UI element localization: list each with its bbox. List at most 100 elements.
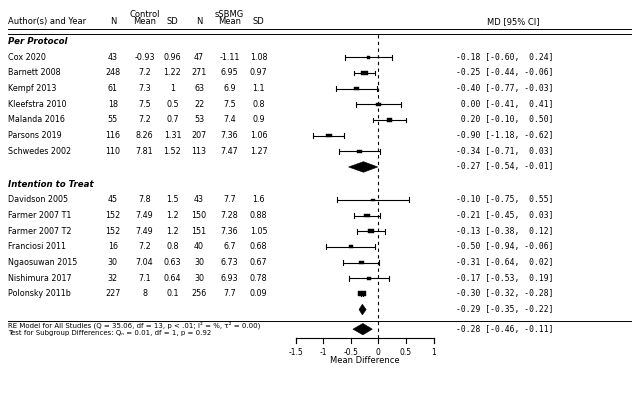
- Text: 7.04: 7.04: [136, 258, 153, 267]
- Text: 6.9: 6.9: [223, 84, 236, 93]
- Text: Test for Subgroup Differences: Qₙ = 0.01, df = 1, p = 0.92: Test for Subgroup Differences: Qₙ = 0.01…: [8, 330, 211, 336]
- Text: 7.8: 7.8: [138, 195, 151, 204]
- Text: 43: 43: [194, 195, 204, 204]
- Text: Farmer 2007 T1: Farmer 2007 T1: [8, 211, 71, 220]
- Text: 0.7: 0.7: [166, 116, 179, 125]
- Text: -0.25 [-0.44, -0.06]: -0.25 [-0.44, -0.06]: [456, 68, 554, 77]
- Bar: [387, 118, 392, 122]
- Text: 6.73: 6.73: [221, 258, 238, 267]
- Text: sSBMG: sSBMG: [215, 10, 244, 19]
- Text: MD [95% CI]: MD [95% CI]: [488, 17, 540, 26]
- Text: 152: 152: [105, 227, 120, 236]
- Text: 1.31: 1.31: [164, 131, 181, 140]
- Text: 1.5: 1.5: [166, 195, 179, 204]
- Text: 248: 248: [105, 68, 120, 77]
- Text: 227: 227: [105, 289, 120, 298]
- Text: 22: 22: [194, 100, 204, 109]
- Text: 207: 207: [191, 131, 207, 140]
- Bar: [366, 56, 370, 59]
- Text: 0.68: 0.68: [250, 243, 268, 252]
- Text: Parsons 2019: Parsons 2019: [8, 131, 61, 140]
- Text: Schwedes 2002: Schwedes 2002: [8, 147, 71, 156]
- Polygon shape: [353, 324, 372, 335]
- Text: 116: 116: [105, 131, 120, 140]
- Text: 7.5: 7.5: [223, 100, 236, 109]
- Text: 0.1: 0.1: [166, 289, 179, 298]
- Bar: [376, 103, 380, 106]
- Text: Franciosi 2011: Franciosi 2011: [8, 243, 65, 252]
- Text: N: N: [196, 17, 202, 26]
- Text: 7.36: 7.36: [221, 131, 238, 140]
- Text: -1: -1: [320, 348, 327, 357]
- Bar: [366, 277, 371, 280]
- Text: 0.63: 0.63: [164, 258, 181, 267]
- Text: -0.28 [-0.46, -0.11]: -0.28 [-0.46, -0.11]: [456, 325, 554, 334]
- Text: 30: 30: [108, 258, 118, 267]
- Text: Davidson 2005: Davidson 2005: [8, 195, 68, 204]
- Text: -0.13 [-0.38,  0.12]: -0.13 [-0.38, 0.12]: [456, 227, 554, 236]
- Text: N: N: [110, 17, 116, 26]
- Text: RE Model for All Studies (Q = 35.06, df = 13, p < .01; I² = %, τ² = 0.00): RE Model for All Studies (Q = 35.06, df …: [8, 322, 260, 329]
- Text: 1.2: 1.2: [166, 227, 179, 236]
- Text: -0.21 [-0.45,  0.03]: -0.21 [-0.45, 0.03]: [456, 211, 554, 220]
- Polygon shape: [349, 162, 378, 172]
- Bar: [354, 87, 359, 90]
- Text: 1.05: 1.05: [250, 227, 268, 236]
- Text: 7.4: 7.4: [223, 116, 236, 125]
- Text: 63: 63: [194, 84, 204, 93]
- Text: 1: 1: [431, 348, 436, 357]
- Text: Mean Difference: Mean Difference: [330, 356, 399, 365]
- Text: 1.27: 1.27: [250, 147, 268, 156]
- Text: 1.22: 1.22: [164, 68, 181, 77]
- Text: 16: 16: [108, 243, 118, 252]
- Text: 6.95: 6.95: [221, 68, 238, 77]
- Text: 7.49: 7.49: [136, 211, 153, 220]
- Polygon shape: [359, 304, 366, 315]
- Text: 0.9: 0.9: [252, 116, 265, 125]
- Text: -0.27 [-0.54, -0.01]: -0.27 [-0.54, -0.01]: [456, 162, 554, 171]
- Text: 53: 53: [194, 116, 204, 125]
- Text: 6.93: 6.93: [221, 274, 238, 283]
- Bar: [371, 199, 375, 201]
- Text: Kleefstra 2010: Kleefstra 2010: [8, 100, 66, 109]
- Text: 271: 271: [191, 68, 207, 77]
- Text: 0.09: 0.09: [250, 289, 268, 298]
- Text: 1.6: 1.6: [252, 195, 265, 204]
- Text: 1.1: 1.1: [252, 84, 265, 93]
- Text: 40: 40: [194, 243, 204, 252]
- Text: 8: 8: [142, 289, 147, 298]
- Text: 30: 30: [194, 274, 204, 283]
- Text: -0.18 [-0.60,  0.24]: -0.18 [-0.60, 0.24]: [456, 53, 554, 62]
- Text: 0.97: 0.97: [250, 68, 268, 77]
- Text: 7.5: 7.5: [138, 100, 151, 109]
- Text: Control: Control: [129, 10, 160, 19]
- Text: 1.06: 1.06: [250, 131, 268, 140]
- Text: -0.30 [-0.32, -0.28]: -0.30 [-0.32, -0.28]: [456, 289, 554, 298]
- Text: 7.2: 7.2: [138, 243, 151, 252]
- Text: 152: 152: [105, 211, 120, 220]
- Bar: [357, 150, 362, 153]
- Text: 7.2: 7.2: [138, 116, 151, 125]
- Text: 0.8: 0.8: [252, 100, 265, 109]
- Text: 0.00 [-0.41,  0.41]: 0.00 [-0.41, 0.41]: [456, 100, 554, 109]
- Text: Author(s) and Year: Author(s) and Year: [8, 17, 86, 26]
- Text: 1.08: 1.08: [250, 53, 268, 62]
- Text: 0.96: 0.96: [164, 53, 181, 62]
- Text: Polonsky 2011b: Polonsky 2011b: [8, 289, 70, 298]
- Text: Cox 2020: Cox 2020: [8, 53, 46, 62]
- Text: Mean: Mean: [133, 17, 156, 26]
- Text: -0.93: -0.93: [134, 53, 155, 62]
- Bar: [361, 71, 368, 75]
- Bar: [368, 230, 374, 233]
- Text: 1.2: 1.2: [166, 211, 179, 220]
- Text: 8.26: 8.26: [136, 131, 153, 140]
- Text: -0.29 [-0.35, -0.22]: -0.29 [-0.35, -0.22]: [456, 305, 554, 314]
- Text: 1.52: 1.52: [164, 147, 181, 156]
- Text: 0.67: 0.67: [250, 258, 268, 267]
- Text: -0.5: -0.5: [343, 348, 358, 357]
- Text: 55: 55: [108, 116, 118, 125]
- Bar: [359, 261, 364, 264]
- Text: SD: SD: [253, 17, 264, 26]
- Text: -0.40 [-0.77, -0.03]: -0.40 [-0.77, -0.03]: [456, 84, 554, 93]
- Text: Nishimura 2017: Nishimura 2017: [8, 274, 71, 283]
